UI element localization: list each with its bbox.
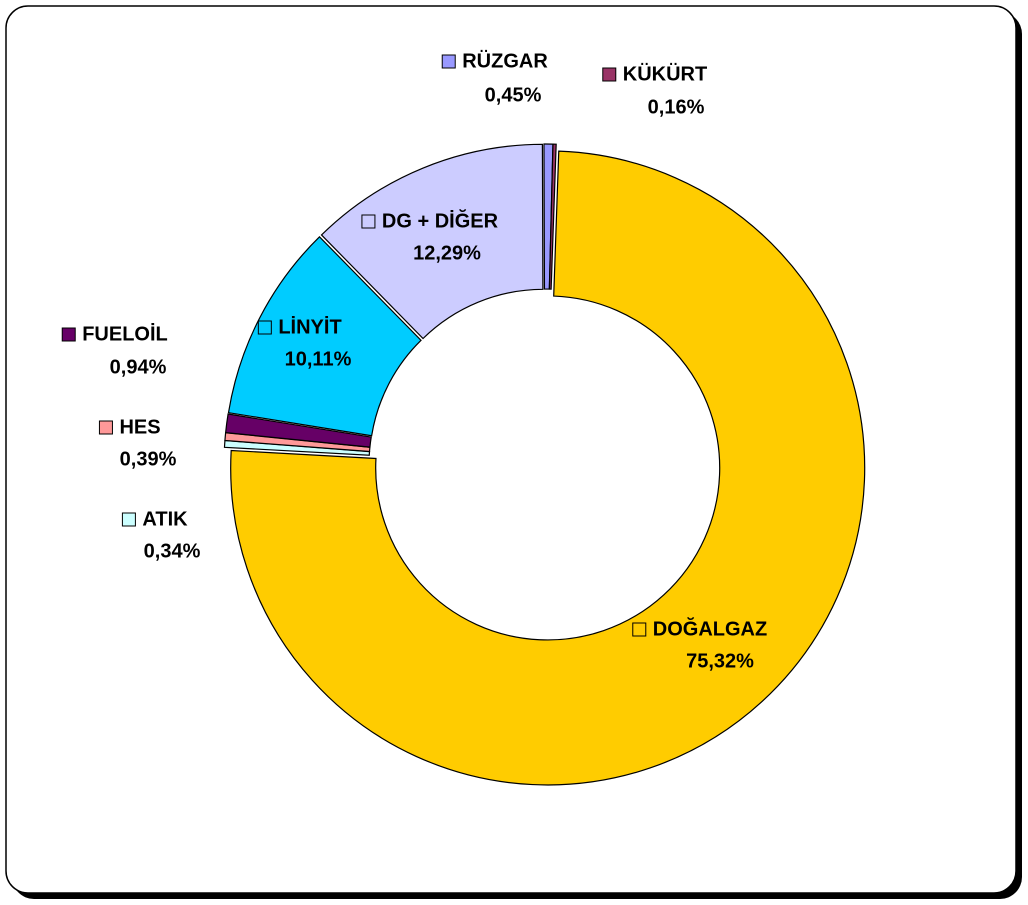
legend-key: [98, 420, 113, 435]
legend-key: [361, 214, 376, 229]
value-label: 12,29%: [413, 242, 481, 264]
slice-label: LİNYİT: [278, 315, 341, 338]
value-label: 0,34%: [144, 540, 201, 562]
legend-key: [602, 67, 617, 82]
slice: [230, 150, 866, 786]
slice: [224, 413, 372, 448]
value-label: 0,45%: [485, 84, 542, 106]
slice-label: DOĞALGAZ: [653, 616, 767, 640]
slice-label: DG + DİĞER: [382, 208, 499, 232]
slice: [548, 143, 557, 290]
value-label: 75,32%: [686, 650, 754, 672]
legend-key: [441, 54, 456, 69]
value-label: 0,16%: [648, 96, 705, 118]
slice-label: FUELOİL: [82, 322, 168, 345]
value-label: 10,11%: [285, 348, 352, 370]
slice: [227, 235, 422, 437]
slice-label: HES: [119, 416, 160, 438]
legend-key: [121, 512, 136, 527]
slice-label: RÜZGAR: [462, 49, 548, 72]
legend-key: [632, 622, 647, 637]
slice-label: ATIK: [142, 508, 188, 530]
legend-key: [61, 327, 76, 342]
legend-key: [257, 320, 272, 335]
slice: [320, 143, 544, 340]
value-label: 0,94%: [110, 356, 167, 378]
value-label: 0,39%: [120, 448, 177, 470]
slice-label: KÜKÜRT: [623, 62, 707, 85]
